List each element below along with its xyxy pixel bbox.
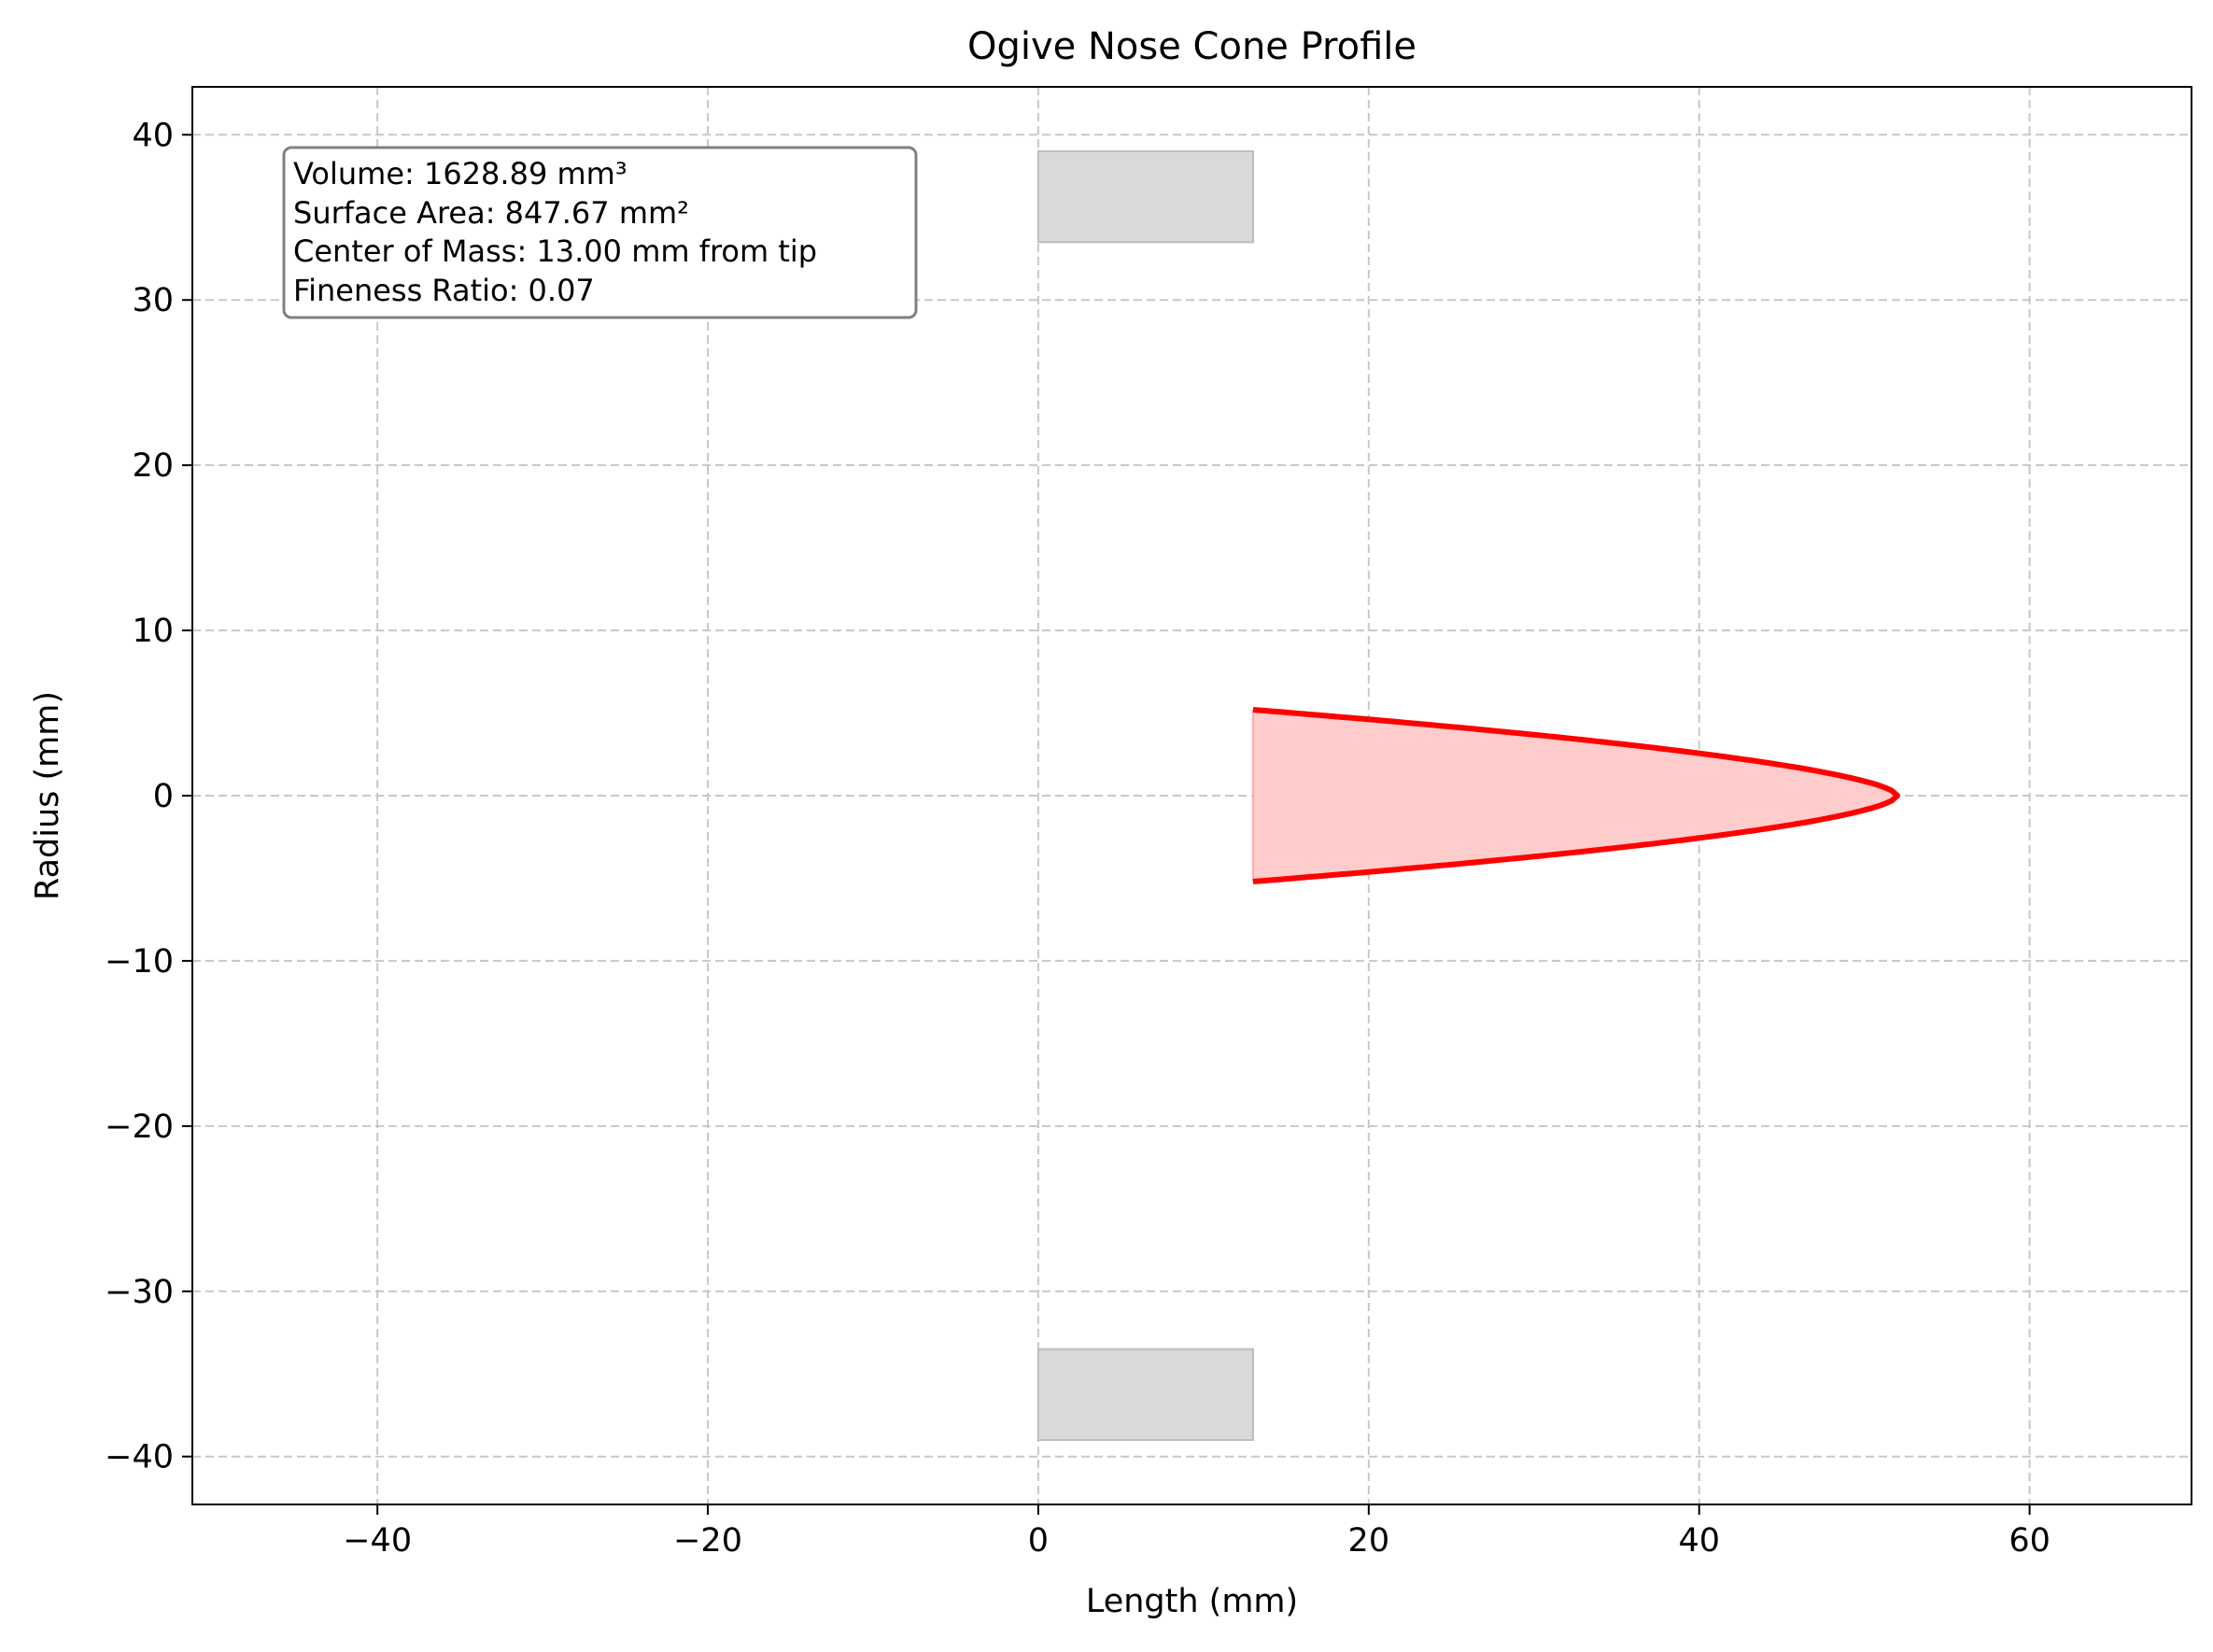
annotation-surface-area: Surface Area: 847.67 mm² (293, 195, 689, 231)
annotation-frame (282, 146, 918, 319)
x-tick-label: −40 (343, 1522, 412, 1560)
profile-curve-line (1252, 707, 1900, 884)
x-tick-label: 60 (2009, 1522, 2051, 1560)
x-tick-label: 40 (1678, 1522, 1720, 1560)
x-tick-label: 20 (1348, 1522, 1390, 1560)
y-tick-label: −40 (105, 1439, 174, 1476)
y-axis-label: Radius (mm) (29, 691, 66, 900)
y-tick-label: −20 (105, 1108, 174, 1146)
y-tick-label: 20 (132, 447, 174, 485)
y-tick-label: −30 (105, 1274, 174, 1311)
y-tick-label: 10 (132, 613, 174, 650)
shoulder-block (1036, 150, 1254, 244)
y-tick-label: −10 (105, 943, 174, 981)
chart-title: Ogive Nose Cone Profile (967, 25, 1417, 68)
annotation-center-of-mass: Center of Mass: 13.00 mm from tip (293, 233, 817, 269)
x-tick-label: −20 (673, 1522, 742, 1560)
y-tick-label: 30 (132, 282, 174, 319)
axis-ticks: −40 −20 0 20 40 60 −40 −30 −20 −10 0 10 20 30 40 (105, 117, 2051, 1560)
stats-annotation-box: Volume: 1628.89 mm³ Surface Area: 847.67… (282, 146, 918, 319)
profile-fill (1253, 710, 1897, 882)
y-tick-label: 40 (132, 117, 174, 154)
annotation-fineness-ratio: Fineness Ratio: 0.07 (293, 273, 595, 308)
y-tick-label: 0 (153, 778, 174, 815)
x-tick-label: 0 (1028, 1522, 1049, 1560)
x-axis-label: Length (mm) (1086, 1583, 1298, 1620)
shoulder-block (1036, 1348, 1254, 1441)
profile-series (1251, 707, 1900, 884)
shoulder-blocks (1036, 150, 1254, 1441)
annotation-volume: Volume: 1628.89 mm³ (293, 156, 627, 191)
